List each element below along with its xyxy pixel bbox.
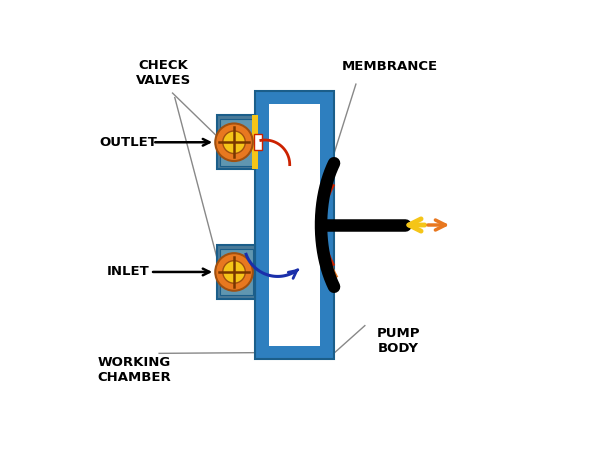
Circle shape	[215, 253, 253, 291]
Text: INLET: INLET	[106, 266, 149, 279]
Bar	[269, 104, 320, 346]
Circle shape	[223, 131, 245, 153]
Text: PUMP
BODY: PUMP BODY	[377, 327, 420, 356]
Text: WORKING
CHAMBER: WORKING CHAMBER	[98, 356, 172, 384]
Text: CHECK
VALVES: CHECK VALVES	[136, 59, 191, 87]
Bar	[254, 134, 262, 150]
Text: MEMBRANCE: MEMBRANCE	[341, 60, 437, 73]
Bar	[220, 119, 253, 166]
Text: OUTLET: OUTLET	[99, 136, 157, 149]
Circle shape	[215, 123, 253, 161]
Bar	[255, 91, 334, 359]
Circle shape	[223, 261, 245, 283]
Bar	[217, 116, 255, 169]
Bar	[252, 116, 258, 169]
Bar	[220, 249, 253, 295]
Bar	[217, 245, 255, 299]
